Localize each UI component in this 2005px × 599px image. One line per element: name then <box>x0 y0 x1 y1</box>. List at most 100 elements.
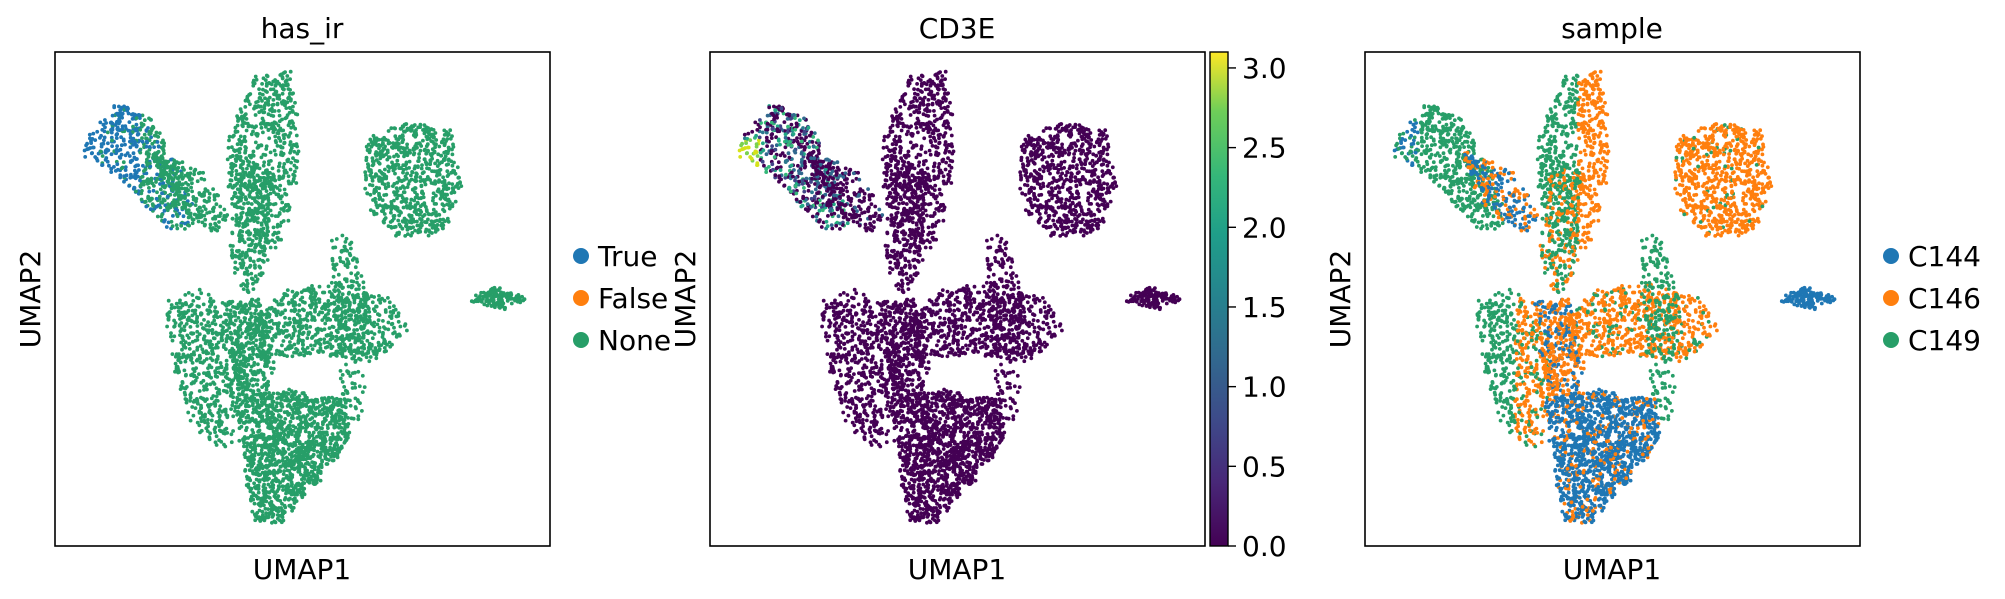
scatter-point <box>393 126 397 131</box>
scatter-point <box>245 187 250 192</box>
scatter-point <box>273 520 278 525</box>
scatter-point <box>118 147 123 152</box>
scatter-point <box>333 441 338 446</box>
scatter-point <box>364 175 368 180</box>
scatter-point <box>288 77 292 81</box>
scatter-point <box>289 308 294 313</box>
scatter-point <box>180 347 184 352</box>
scatter-point <box>104 121 108 125</box>
scatter-point <box>266 507 270 511</box>
scatter-point <box>245 278 249 283</box>
scatter-point <box>400 226 405 231</box>
scatter-point <box>245 166 249 171</box>
scatter-point <box>291 505 296 510</box>
scatter-point <box>487 298 491 303</box>
scatter-point <box>223 383 228 388</box>
scatter-point <box>142 179 147 184</box>
scatter-point <box>254 124 258 129</box>
scatter-point <box>241 170 246 174</box>
scatter-point <box>413 134 418 139</box>
scatter-point <box>251 149 256 154</box>
scatter-point <box>356 399 360 404</box>
scatter-point <box>271 225 276 230</box>
scatter-point <box>86 146 91 151</box>
scatter-point <box>193 378 198 383</box>
scatter-point <box>184 322 189 326</box>
scatter-point <box>233 202 238 207</box>
scatter-point <box>249 271 254 276</box>
scatter-point <box>386 129 391 133</box>
scatter-point <box>415 219 419 224</box>
scatter-point <box>256 362 260 367</box>
scatter-point <box>213 374 218 379</box>
scatter-point <box>502 307 507 312</box>
scatter-point <box>239 342 244 346</box>
scatter-point <box>254 77 259 82</box>
scatter-point <box>283 83 287 87</box>
scatter-point <box>255 211 260 216</box>
scatter-point <box>403 174 408 179</box>
scatter-point <box>176 305 181 310</box>
scatter-point <box>241 124 245 129</box>
scatter-point <box>344 236 349 241</box>
scatter-point <box>238 134 243 139</box>
scatter-point <box>206 292 211 297</box>
scatter-point <box>446 219 451 224</box>
scatter-point <box>144 139 149 144</box>
scatter-point <box>237 177 242 182</box>
scatter-point <box>131 124 135 129</box>
scatter-point <box>347 347 352 352</box>
scatter-point <box>346 284 351 289</box>
scatter-point <box>387 140 392 145</box>
scatter-point <box>378 195 382 200</box>
scatter-point <box>292 163 297 168</box>
scatter-point <box>165 208 170 213</box>
scatter-point <box>353 358 358 363</box>
scatter-point <box>450 163 455 168</box>
scatter-point <box>268 485 273 489</box>
scatter-point <box>182 368 187 373</box>
scatter-point <box>382 298 387 303</box>
scatter-point <box>252 377 257 382</box>
scatter-point <box>405 227 410 232</box>
scatter-point <box>283 315 287 320</box>
scatter-point <box>94 156 99 161</box>
scatter-point <box>372 189 377 194</box>
scatter-point <box>265 97 270 102</box>
scatter-point <box>277 119 282 124</box>
scatter-point <box>343 315 348 320</box>
scatter-point <box>427 228 431 233</box>
scatter-point <box>505 297 510 302</box>
scatter-point <box>233 260 238 265</box>
scatter-point <box>124 106 129 111</box>
scatter-point <box>147 145 152 149</box>
scatter-point <box>262 103 267 108</box>
scatter-point <box>401 205 406 210</box>
scatter-point <box>228 336 233 340</box>
scatter-point <box>489 304 494 308</box>
scatter-point <box>419 183 424 188</box>
scatter-point <box>230 231 235 236</box>
scatter-point <box>151 188 156 193</box>
scatter-point <box>160 200 165 205</box>
scatter-point <box>296 149 301 154</box>
scatter-point <box>308 325 313 329</box>
scatter-point <box>377 146 381 151</box>
scatter-point <box>276 309 280 314</box>
scatter-point <box>333 281 338 285</box>
scatter-point <box>348 300 352 305</box>
scatter-point <box>255 404 260 408</box>
scatter-point <box>384 204 389 208</box>
scatter-point <box>357 315 361 319</box>
scatter-point <box>238 154 243 159</box>
scatter-point <box>247 243 252 248</box>
scatter-point <box>139 197 144 202</box>
scatter-point <box>271 406 275 410</box>
scatter-point <box>429 139 434 144</box>
scatter-point <box>513 298 517 303</box>
scatter-point <box>407 159 412 164</box>
scatter-point <box>273 92 278 97</box>
scatter-point <box>254 100 258 105</box>
scatter-point <box>414 175 419 180</box>
scatter-point <box>213 305 218 310</box>
